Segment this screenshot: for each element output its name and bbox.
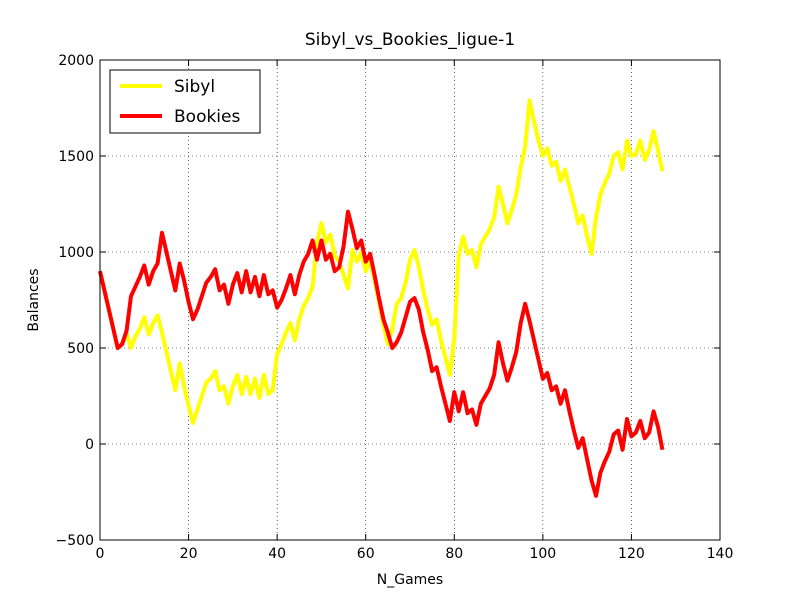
x-tick-label: 100 (529, 546, 556, 562)
series-line (98, 98, 665, 425)
plot-frame (99, 59, 721, 541)
y-tick-label: 1000 (58, 245, 94, 261)
x-tick-label: 0 (96, 546, 105, 562)
y-tick-label: −500 (56, 533, 94, 549)
x-tick-label: 40 (268, 546, 286, 562)
y-tick-label: 1500 (58, 149, 94, 165)
y-tick-label: 0 (85, 437, 94, 453)
legend-label: Bookies (174, 107, 240, 127)
x-tick-label: 60 (357, 546, 375, 562)
legend-box (109, 69, 261, 134)
x-tick-label: 120 (618, 546, 645, 562)
x-tick-label: 140 (707, 546, 734, 562)
x-axis-label: N_Games (377, 572, 443, 588)
x-tick-label: 80 (445, 546, 463, 562)
chart-title: Sibyl_vs_Bookies_ligue-1 (305, 30, 515, 50)
x-tick-label: 20 (180, 546, 198, 562)
y-axis-label: Balances (26, 268, 42, 331)
y-tick-label: 500 (67, 341, 94, 357)
series-line (98, 209, 665, 498)
y-tick-label: 2000 (58, 53, 94, 69)
legend-label: Sibyl (174, 77, 215, 97)
